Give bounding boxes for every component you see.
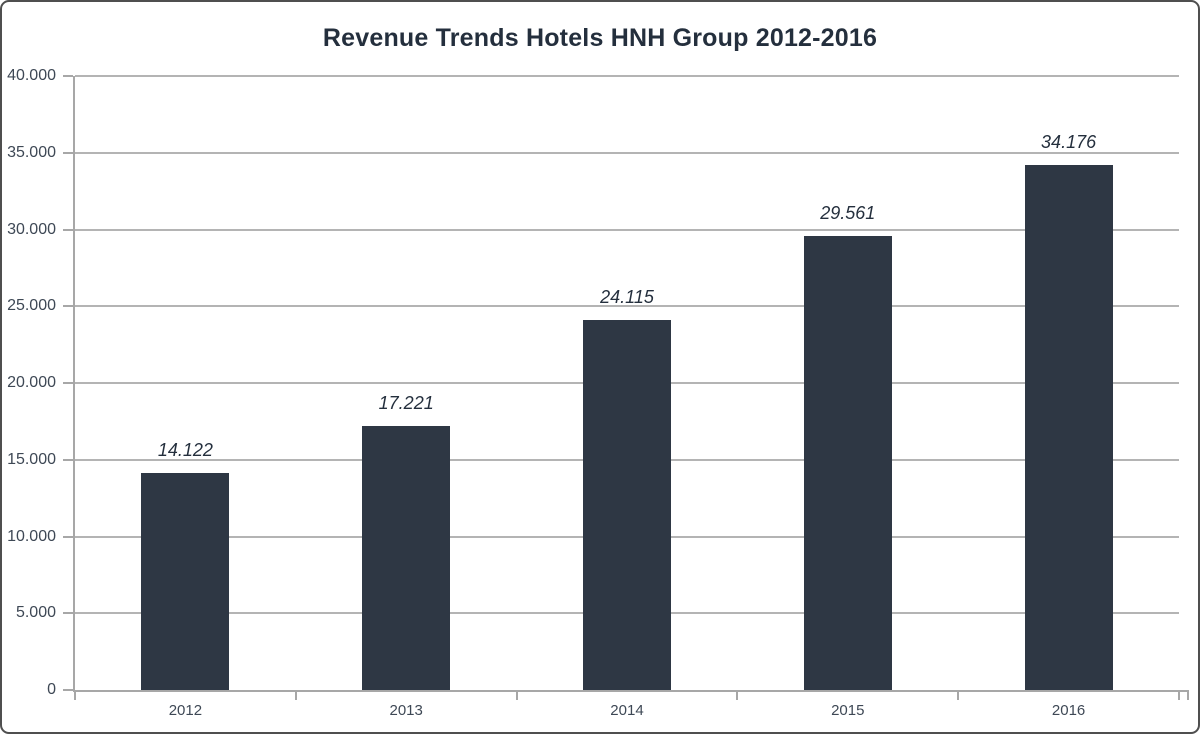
y-axis-label: 30.000 <box>7 220 56 238</box>
bar-2015 <box>803 236 892 690</box>
bar-value-label: 24.115 <box>600 286 654 307</box>
gridline-25000 <box>75 305 1179 308</box>
y-axis-tick <box>63 535 73 538</box>
y-axis-label: 0 <box>47 681 56 698</box>
chart-title: Revenue Trends Hotels HNH Group 2012-201… <box>322 24 878 52</box>
bar-group-2012: 14.122 <box>75 76 296 690</box>
y-axis-label: 5.000 <box>15 604 56 622</box>
bars-row: 14.122 17.221 24.115 29.561 34.176 <box>75 76 1179 690</box>
y-axis-tick <box>63 228 73 231</box>
y-axis-tick <box>63 689 73 691</box>
x-axis-tick <box>736 692 739 700</box>
x-axis-tick <box>515 692 518 700</box>
bar-value-label: 34.176 <box>1041 132 1097 153</box>
y-axis-label: 25.000 <box>7 297 56 315</box>
bar-2012 <box>141 473 230 690</box>
bar-2014 <box>582 319 671 690</box>
bar-group-2014: 24.115 <box>517 76 738 690</box>
bar-group-2015: 29.561 <box>737 76 958 690</box>
x-axis-label-2016: 2016 <box>1051 702 1086 719</box>
x-axis-tick <box>74 692 76 700</box>
y-axis-label: 35.000 <box>7 143 56 161</box>
x-axis-label-2015: 2015 <box>831 702 865 719</box>
y-axis-tick <box>63 612 73 615</box>
plot-area: 40.000 35.000 30.000 25.000 20.000 15.00… <box>7 67 1189 719</box>
bar-value-label: 29.561 <box>820 203 876 224</box>
x-axis-tick <box>957 692 960 700</box>
y-axis-tick <box>63 382 73 384</box>
x-axis-line <box>73 690 1189 692</box>
x-axis-tick <box>1187 692 1189 700</box>
x-axis-label-2012: 2012 <box>168 702 203 719</box>
bar-2013 <box>362 425 451 690</box>
y-axis-label: 10.000 <box>7 527 56 545</box>
y-axis-label: 20.000 <box>7 374 56 391</box>
x-axis-label-2013: 2013 <box>389 702 423 719</box>
bar-2016 <box>1024 165 1113 690</box>
bar-group-2016: 34.176 <box>958 76 1179 690</box>
y-axis-tick <box>63 151 73 154</box>
y-axis-label: 40.000 <box>7 67 56 84</box>
x-axis-tick <box>1178 692 1180 700</box>
x-axis-labels: 2012 2013 2014 2015 2016 <box>75 690 1179 719</box>
bar-value-label: 17.221 <box>378 392 434 413</box>
gridline-35000 <box>75 151 1179 154</box>
bar-value-label: 14.122 <box>157 440 213 461</box>
x-axis-tick <box>294 692 297 700</box>
y-axis-label: 15.000 <box>7 450 56 468</box>
gridline-30000 <box>75 228 1179 231</box>
x-axis-label-2014: 2014 <box>610 702 644 719</box>
y-axis-tick <box>63 305 73 308</box>
y-axis-tick <box>63 75 73 77</box>
bar-group-2013: 17.221 <box>296 76 517 690</box>
gridline-40000 <box>75 75 1179 77</box>
y-axis-tick <box>63 458 73 461</box>
